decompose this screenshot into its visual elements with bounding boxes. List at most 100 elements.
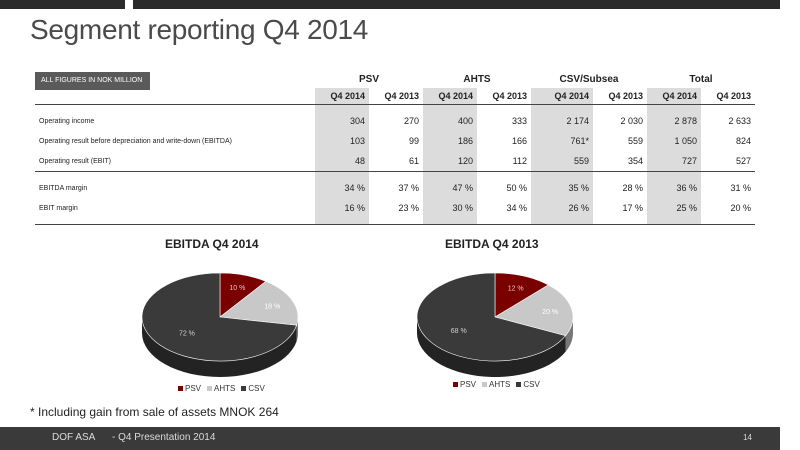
- table-cell: 26 %: [531, 198, 593, 218]
- legend-swatch: [482, 382, 488, 387]
- period-header-row: Q4 2014 Q4 2013 Q4 2014 Q4 2013 Q4 2014 …: [35, 88, 755, 105]
- pie-chart-2014: 10 % 18 % 72 %: [141, 272, 299, 377]
- figures-note: ALL FIGURES IN NOK MILLION: [35, 72, 150, 90]
- footnote: * Including gain from sale of assets MNO…: [30, 405, 279, 419]
- pie-side-csv: [142, 317, 297, 377]
- pie-slice-ahts: [494, 284, 574, 337]
- period-header: Q4 2014: [423, 88, 477, 105]
- table-cell: 527: [701, 151, 755, 172]
- table-cell: 166: [511, 136, 527, 146]
- legend-label: CSV: [248, 384, 265, 393]
- legend-label: CSV: [523, 380, 540, 389]
- slice-label: 68 %: [451, 328, 467, 335]
- segment-table: PSV AHTS CSV/Subsea Total Q4 2014 Q4 201…: [35, 70, 755, 225]
- legend-label: PSV: [185, 384, 202, 393]
- table-cell: 31 %: [730, 183, 751, 193]
- table-cell: 2 174: [531, 111, 593, 131]
- chart-title: EBITDA Q4 2014: [165, 237, 259, 251]
- legend-item: PSV: [453, 380, 476, 389]
- period-header: Q4 2014: [315, 88, 369, 105]
- table-cell: 112: [477, 151, 531, 172]
- group-header: PSV: [358, 73, 379, 85]
- table-cell: 2 030: [620, 116, 643, 126]
- period-header: Q4 2013: [369, 88, 423, 105]
- chart-legend: PSV AHTS CSV: [453, 380, 540, 389]
- table-cell: 120: [423, 151, 477, 172]
- table-cell: 270: [403, 116, 419, 126]
- table-cell: 16 %: [315, 198, 369, 218]
- table-cell: 36 %: [647, 178, 701, 198]
- slice-label: 10 %: [229, 285, 245, 292]
- row-label: Operating result (EBIT): [35, 151, 315, 172]
- table-cell: 333: [511, 116, 527, 126]
- table-cell: 99: [408, 136, 419, 146]
- table-cell: 103: [315, 131, 369, 151]
- table-cell: 61: [369, 151, 423, 172]
- period-header: Q4 2014: [531, 88, 593, 105]
- group-header: AHTS: [463, 73, 491, 85]
- table-cell: 354: [593, 151, 647, 172]
- page-number: 14: [743, 433, 752, 442]
- legend-swatch: [516, 382, 522, 387]
- legend-item: PSV: [178, 384, 201, 393]
- group-header: Total: [689, 73, 713, 85]
- table-cell: 559: [531, 151, 593, 172]
- footer-bar: DOF ASA - Q4 Presentation 2014 14: [0, 427, 780, 450]
- legend-label: AHTS: [489, 380, 511, 389]
- table-cell: 20 %: [730, 203, 751, 213]
- table-cell: 559: [627, 136, 643, 146]
- table-cell: 2 633: [728, 116, 751, 126]
- table-row: Operating income 304 270 400 333 2 174 2…: [35, 111, 755, 131]
- legend-item: CSV: [516, 380, 540, 389]
- period-header-spacer: [35, 88, 315, 105]
- table-row: EBITDA margin 34 % 37 % 47 % 50 % 35 % 2…: [35, 178, 755, 198]
- period-header: Q4 2013: [477, 88, 531, 105]
- table-cell: 50 %: [506, 183, 527, 193]
- legend-item: CSV: [241, 384, 265, 393]
- period-header: Q4 2014: [647, 88, 701, 105]
- slice-label: 20 %: [542, 309, 558, 316]
- table-cell: 1 050: [647, 131, 701, 151]
- table-cell: 2 878: [647, 111, 701, 131]
- table-cell: 35 %: [531, 178, 593, 198]
- legend-swatch: [241, 386, 247, 391]
- group-header-row: PSV AHTS CSV/Subsea Total: [35, 70, 755, 88]
- table-row: EBIT margin 16 % 23 % 30 % 34 % 26 % 17 …: [35, 198, 755, 218]
- slice-label: 12 %: [508, 286, 524, 293]
- row-label: EBITDA margin: [39, 184, 88, 192]
- top-bar-left: [0, 0, 125, 9]
- table-cell: 727: [647, 151, 701, 172]
- row-label: EBIT margin: [39, 204, 78, 212]
- period-header: Q4 2013: [593, 88, 647, 105]
- pie-chart-2013: 12 % 20 % 68 %: [416, 272, 574, 377]
- legend-swatch: [178, 386, 183, 391]
- legend-item: AHTS: [482, 380, 510, 389]
- pie-slice-ahts: [219, 281, 299, 326]
- table-row: Operating result before depreciation and…: [35, 131, 755, 151]
- chart-title: EBITDA Q4 2013: [445, 237, 539, 251]
- table-cell: 28 %: [622, 183, 643, 193]
- table-cell: 400: [423, 111, 477, 131]
- footer-presentation: - Q4 Presentation 2014: [112, 432, 216, 443]
- pie-slice-csv: [416, 272, 567, 362]
- legend-item: AHTS: [207, 384, 235, 393]
- table-cell: 25 %: [647, 198, 701, 218]
- legend-swatch: [453, 382, 458, 387]
- legend-label: AHTS: [214, 384, 236, 393]
- legend-label: PSV: [460, 380, 477, 389]
- slide-title: Segment reporting Q4 2014: [30, 14, 369, 45]
- period-header: Q4 2013: [701, 88, 755, 105]
- pie-side-ahts: [565, 317, 573, 352]
- row-label: Operating income: [39, 117, 95, 125]
- table-cell: 23 %: [398, 203, 419, 213]
- table-cell: 17 %: [622, 203, 643, 213]
- table-cell: 37 %: [398, 183, 419, 193]
- slice-label: 72 %: [179, 330, 195, 337]
- table-cell: 304: [315, 111, 369, 131]
- table-row: Operating result (EBIT) 48 61 120 112 55…: [35, 151, 755, 172]
- pie-slice-csv: [141, 272, 298, 362]
- table-cell: 34 %: [315, 178, 369, 198]
- table-cell: 34 %: [506, 203, 527, 213]
- pie-side-ahts: [296, 317, 298, 342]
- table-cell: 47 %: [423, 178, 477, 198]
